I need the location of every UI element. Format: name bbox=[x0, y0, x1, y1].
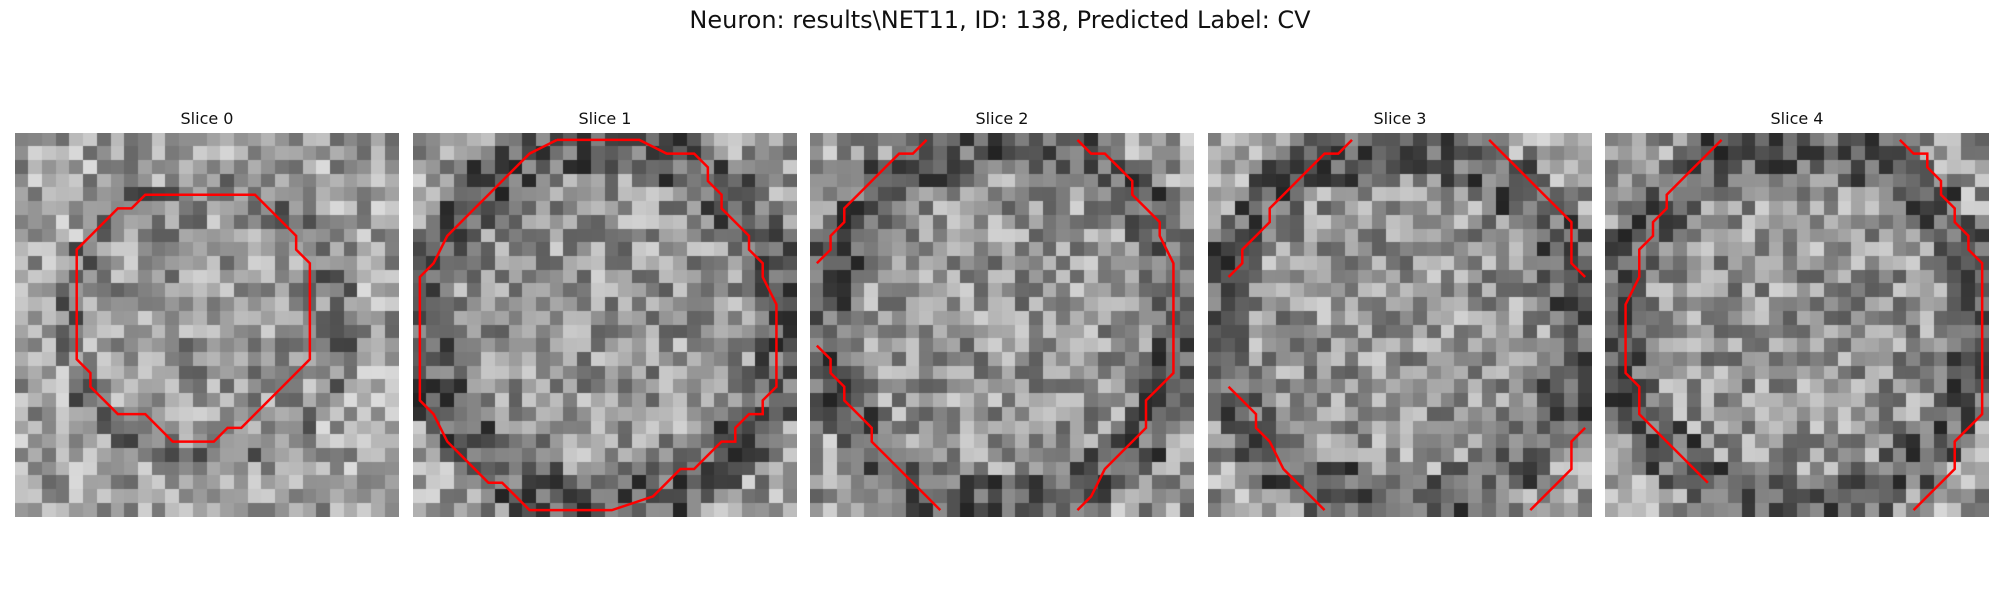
contour-line bbox=[1900, 140, 1982, 510]
contour-line bbox=[817, 346, 940, 511]
figure-title: Neuron: results\NET11, ID: 138, Predicte… bbox=[0, 6, 2000, 34]
contour-overlay bbox=[15, 133, 399, 517]
contour-overlay bbox=[413, 133, 797, 517]
slice-image bbox=[15, 133, 399, 517]
slice-image bbox=[810, 133, 1194, 517]
slice-title: Slice 4 bbox=[1605, 108, 1989, 130]
slice-panel-3: Slice 3 bbox=[1208, 108, 1592, 517]
contour-line bbox=[1626, 140, 1722, 483]
contour-line bbox=[1229, 387, 1325, 510]
contour-line bbox=[1077, 140, 1173, 510]
contour-line bbox=[817, 140, 927, 263]
contour-overlay bbox=[1605, 133, 1989, 517]
slice-title: Slice 0 bbox=[15, 108, 399, 130]
contour-overlay bbox=[810, 133, 1194, 517]
slice-panel-0: Slice 0 bbox=[15, 108, 399, 517]
slice-panel-4: Slice 4 bbox=[1605, 108, 1989, 517]
slice-title: Slice 3 bbox=[1208, 108, 1592, 130]
contour-line bbox=[1489, 140, 1585, 277]
contour-overlay bbox=[1208, 133, 1592, 517]
contour-line bbox=[420, 140, 777, 510]
slice-panel-2: Slice 2 bbox=[810, 108, 1194, 517]
slice-image bbox=[1208, 133, 1592, 517]
slice-image bbox=[1605, 133, 1989, 517]
slice-title: Slice 2 bbox=[810, 108, 1194, 130]
contour-line bbox=[1229, 140, 1352, 277]
contour-line bbox=[1530, 428, 1585, 510]
slice-image bbox=[413, 133, 797, 517]
contour-line bbox=[77, 195, 310, 442]
slice-panel-1: Slice 1 bbox=[413, 108, 797, 517]
slice-title: Slice 1 bbox=[413, 108, 797, 130]
